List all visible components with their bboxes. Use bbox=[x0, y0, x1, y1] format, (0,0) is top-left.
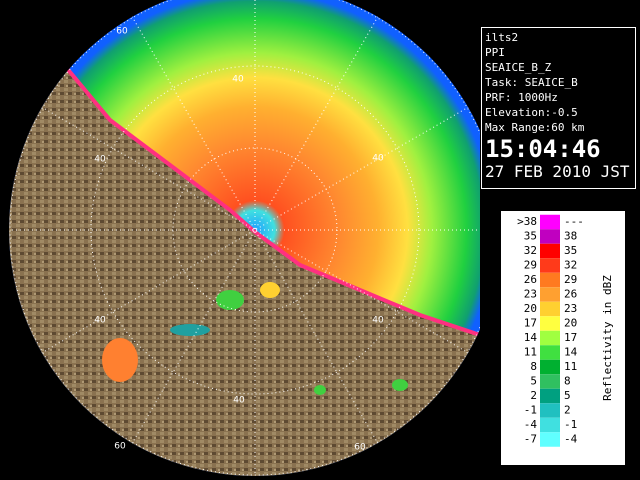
ring-label: 40 bbox=[372, 316, 384, 326]
coast-echo bbox=[28, 0, 480, 337]
legend-swatch bbox=[540, 359, 560, 375]
legend-swatch bbox=[540, 214, 560, 230]
legend-low: 11 bbox=[524, 346, 537, 359]
info-line: Elevation:-0.5 bbox=[485, 106, 578, 119]
legend-swatch bbox=[540, 316, 560, 331]
legend-low: 23 bbox=[524, 288, 537, 301]
legend-low: -4 bbox=[524, 418, 538, 431]
legend-swatch bbox=[540, 301, 560, 317]
legend-title: Reflectivity in dBZ bbox=[601, 275, 614, 401]
radar-ppi: 60 40 40 40 40 40 40 60 60 bbox=[9, 0, 480, 476]
legend-low: -7 bbox=[524, 433, 537, 446]
info-line: SEAICE_B_Z bbox=[485, 61, 552, 74]
legend-high: 20 bbox=[564, 317, 577, 330]
legend-low: 26 bbox=[524, 273, 537, 286]
ring-label: 60 bbox=[114, 442, 126, 452]
legend-low: 14 bbox=[524, 331, 538, 344]
legend-swatch bbox=[540, 417, 560, 433]
legend-high: 38 bbox=[564, 230, 577, 243]
legend-low: 5 bbox=[530, 375, 537, 388]
legend-high: 23 bbox=[564, 302, 577, 315]
legend-high: 11 bbox=[564, 360, 577, 373]
legend-high: --- bbox=[564, 215, 584, 228]
ring-label: 40 bbox=[94, 316, 106, 326]
legend-high: 32 bbox=[564, 259, 577, 272]
legend-low: -1 bbox=[524, 404, 537, 417]
ring-label: 40 bbox=[94, 155, 106, 165]
ring-label: 60 bbox=[354, 443, 366, 453]
legend-swatch bbox=[540, 272, 560, 288]
color-legend: >38 --- 35 38 32 35 29 32 26 29 23 26 20 23 17 20 14 17 11… bbox=[500, 210, 626, 466]
legend-high: 29 bbox=[564, 273, 577, 286]
date: 27 FEB 2010 JST bbox=[485, 162, 630, 181]
legend-swatch bbox=[540, 345, 560, 360]
clock: 15:04:46 bbox=[485, 135, 601, 163]
legend-swatch bbox=[540, 229, 560, 244]
ring-label: 40 bbox=[372, 154, 384, 164]
info-panel: ilts2 PPI SEAICE_B_Z Task: SEAICE_B PRF: 100… bbox=[481, 27, 636, 189]
legend-high: -1 bbox=[564, 418, 577, 431]
legend-high: 5 bbox=[564, 389, 571, 402]
legend-high: 17 bbox=[564, 331, 577, 344]
info-line: ilts2 bbox=[485, 31, 519, 44]
legend-low: 20 bbox=[524, 302, 537, 315]
info-line: Task: SEAICE_B bbox=[485, 76, 578, 89]
legend-high: 8 bbox=[564, 375, 571, 388]
legend-high: 14 bbox=[564, 346, 578, 359]
legend-swatch bbox=[540, 403, 560, 418]
legend-high: -4 bbox=[564, 433, 578, 446]
legend-low: 29 bbox=[524, 259, 537, 272]
ring-label: 60 bbox=[116, 27, 128, 37]
legend-low: 32 bbox=[524, 244, 537, 257]
legend-swatch bbox=[540, 243, 560, 259]
legend-low: 8 bbox=[530, 360, 537, 373]
info-line: Max Range:60 km bbox=[485, 121, 585, 134]
legend-high: 2 bbox=[564, 404, 571, 417]
legend-low: >38 bbox=[517, 215, 537, 228]
legend-high: 35 bbox=[564, 244, 577, 257]
legend-swatch bbox=[540, 258, 560, 273]
legend-swatch bbox=[540, 432, 560, 447]
ring-label: 40 bbox=[233, 396, 245, 406]
info-line: PPI bbox=[485, 46, 505, 59]
ring-label: 40 bbox=[232, 75, 244, 85]
legend-low: 35 bbox=[524, 230, 537, 243]
legend-low: 2 bbox=[530, 389, 537, 402]
legend-swatch bbox=[540, 330, 560, 346]
legend-swatch bbox=[540, 374, 560, 389]
legend-high: 26 bbox=[564, 288, 577, 301]
legend-swatch bbox=[540, 388, 560, 404]
radar-coverage bbox=[9, 0, 480, 476]
legend-swatch bbox=[540, 287, 560, 302]
range-rings bbox=[9, 0, 480, 476]
legend-low: 17 bbox=[524, 317, 537, 330]
info-line: PRF: 1000Hz bbox=[485, 91, 558, 104]
